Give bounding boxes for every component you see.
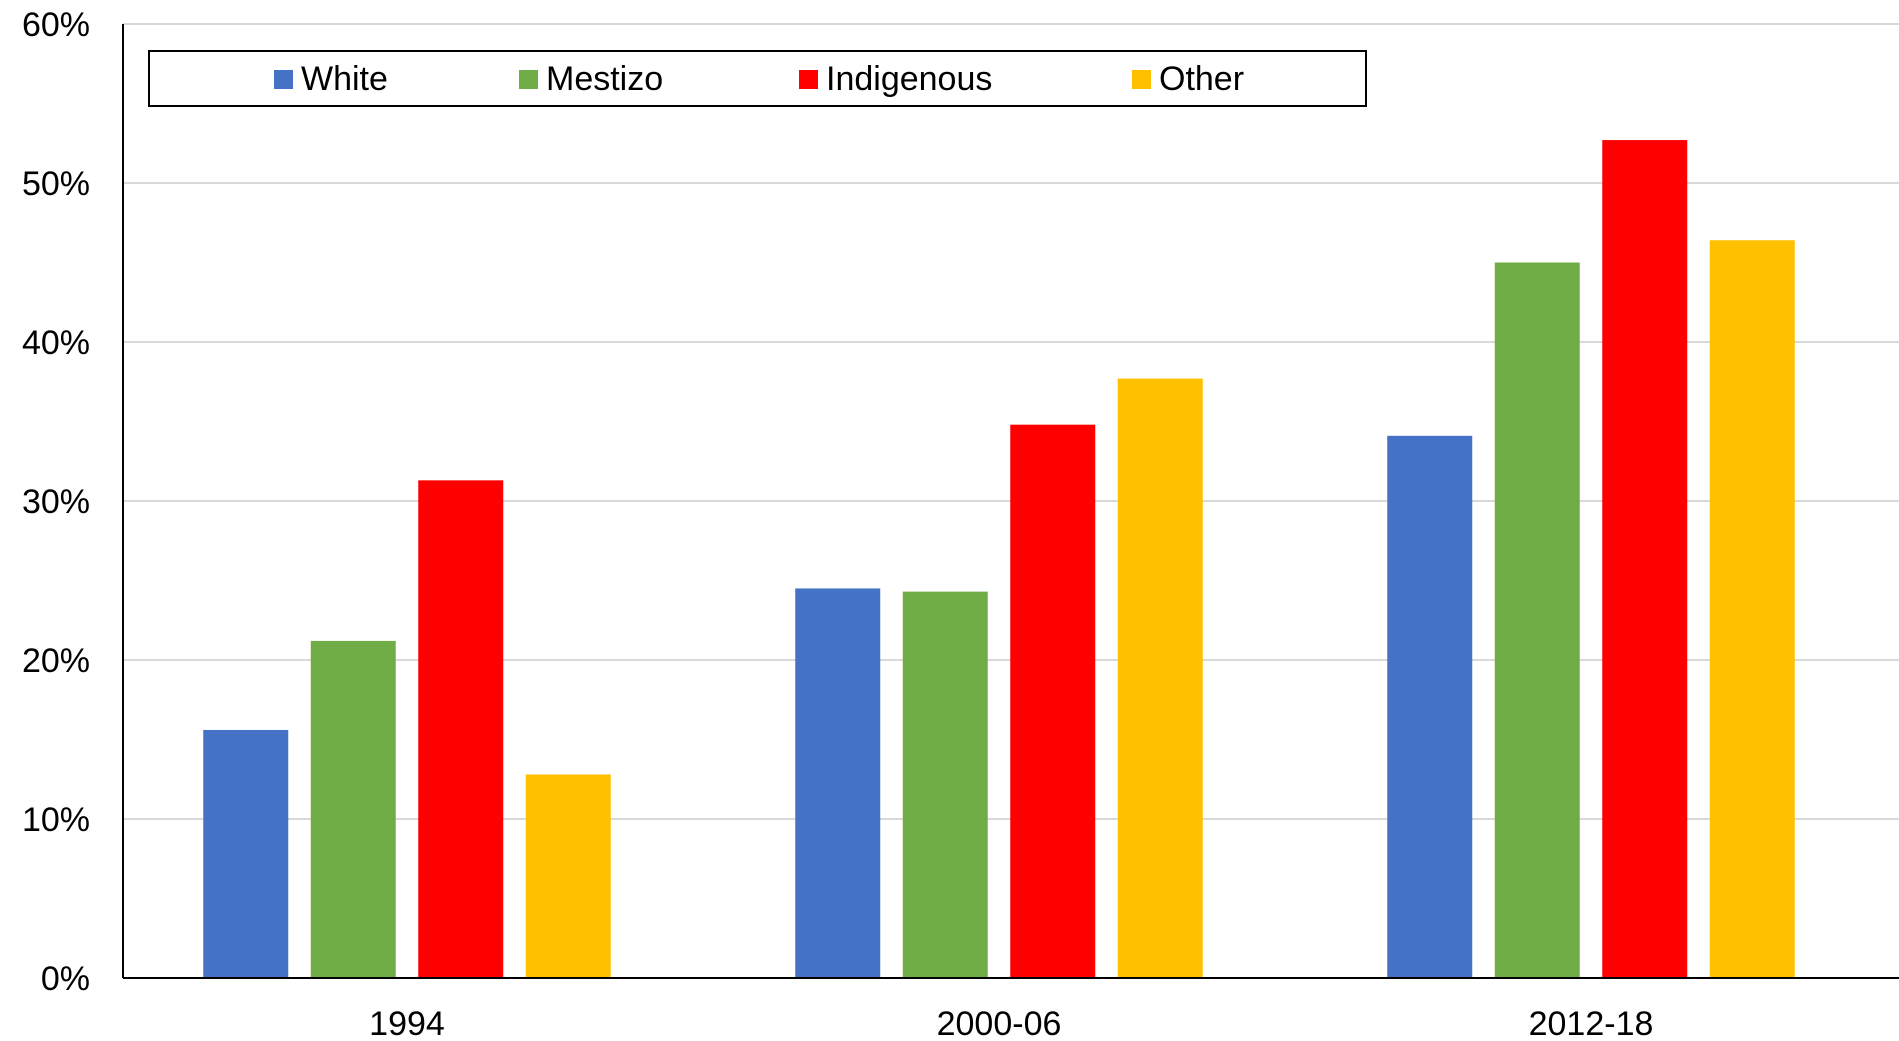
bar-indigenous-2012-18 (1602, 140, 1688, 978)
y-tick-labels: 0% 10% 20% 30% 40% 50% 60% (22, 6, 90, 998)
legend-label-indigenous: Indigenous (826, 60, 992, 98)
legend-swatch-indigenous (799, 70, 818, 89)
bar-indigenous-1994 (418, 480, 504, 978)
bar-indigenous-2000-06 (1010, 424, 1096, 978)
y-tick-label: 20% (22, 642, 90, 680)
legend-swatch-mestizo (519, 70, 538, 89)
bar-mestizo-2000-06 (902, 591, 988, 978)
bars (203, 140, 1795, 979)
legend: White Mestizo Indigenous Other (148, 50, 1367, 107)
bar-other-1994 (525, 774, 611, 978)
legend-label-other: Other (1159, 60, 1244, 98)
x-tick-label: 2012-18 (1529, 1005, 1654, 1041)
bar-other-2000-06 (1117, 378, 1203, 978)
y-tick-label: 10% (22, 801, 90, 839)
x-tick-label: 2000-06 (937, 1005, 1062, 1041)
bar-mestizo-1994 (310, 640, 396, 978)
legend-box (148, 50, 1367, 107)
y-tick-label: 60% (22, 6, 90, 44)
bar-mestizo-2012-18 (1494, 262, 1580, 978)
legend-swatch-white (274, 70, 293, 89)
legend-label-white: White (301, 60, 388, 98)
bar-white-1994 (203, 729, 289, 978)
x-tick-labels: 1994 2000-06 2012-18 (369, 1005, 1653, 1041)
bar-other-2012-18 (1709, 240, 1795, 979)
bar-white-2012-18 (1387, 435, 1473, 978)
y-tick-label: 30% (22, 483, 90, 521)
y-tick-label: 0% (41, 960, 90, 998)
y-tick-label: 50% (22, 165, 90, 203)
legend-label-mestizo: Mestizo (546, 60, 663, 98)
bar-white-2000-06 (795, 588, 881, 978)
axes (122, 24, 1899, 979)
x-tick-label: 1994 (369, 1005, 445, 1041)
y-tick-label: 40% (22, 324, 90, 362)
legend-swatch-other (1132, 70, 1151, 89)
